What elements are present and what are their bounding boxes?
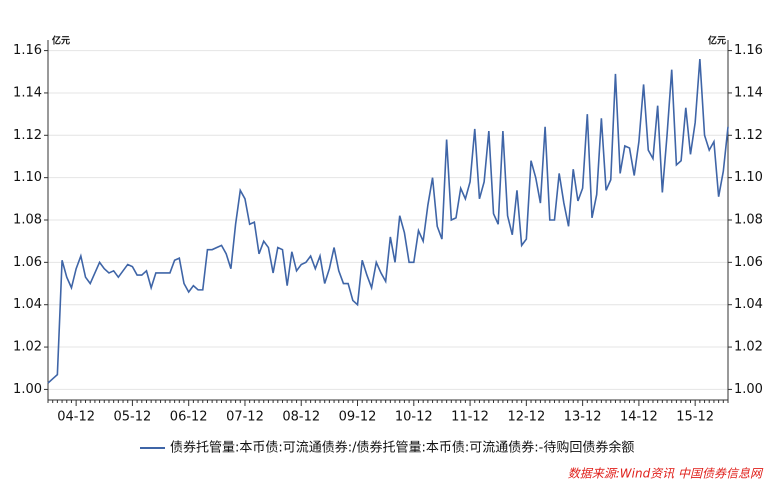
y-tick-label: 1.10: [13, 170, 42, 185]
x-tick-label: 13-12: [564, 410, 602, 425]
y-tick-label: 1.12: [13, 128, 42, 143]
y-tick-label: 1.02: [13, 340, 42, 355]
source: 数据来源:Wind资讯 中国债券信息网: [568, 467, 764, 481]
y2-tick-label: 1.06: [734, 255, 763, 270]
y2-tick-label: 1.08: [734, 213, 763, 228]
x-tick-label: 11-12: [451, 410, 489, 425]
x-tick-label: 07-12: [226, 410, 264, 425]
y-tick-label: 1.00: [13, 382, 42, 397]
y2-tick-label: 1.12: [734, 128, 763, 143]
line: [47, 59, 729, 384]
x-tick-label: 15-12: [676, 410, 714, 425]
x-tick-label: 08-12: [282, 410, 320, 425]
y2-tick-label: 1.10: [734, 170, 763, 185]
x-tick-label: 05-12: [114, 410, 152, 425]
y-tick-label: 1.14: [13, 85, 42, 100]
x-tick-label: 04-12: [57, 410, 95, 425]
x-tick-label: 09-12: [339, 410, 377, 425]
y-tick-label: 1.04: [13, 297, 42, 312]
y-unit-left: 亿元: [52, 35, 70, 47]
x-tick-label: 14-12: [620, 410, 658, 425]
y-tick-label: 1.06: [13, 255, 42, 270]
y-tick-label: 1.08: [13, 213, 42, 228]
x-tick-label: 12-12: [507, 410, 545, 425]
y2-tick-label: 1.02: [734, 340, 763, 355]
y2-tick-label: 1.04: [734, 297, 763, 312]
x-tick-label: 06-12: [170, 410, 208, 425]
x-tick-label: 10-12: [395, 410, 433, 425]
legend-label: 债券托管量:本币债:可流通债券:/债券托管量:本币债:可流通债券:-待购回债券余…: [170, 440, 634, 456]
y2-tick-label: 1.00: [734, 382, 763, 397]
y2-tick-label: 1.14: [734, 85, 763, 100]
y2-tick-label: 1.16: [734, 43, 763, 58]
y-tick-label: 1.16: [13, 43, 42, 58]
y-unit-right: 亿元: [708, 35, 726, 47]
